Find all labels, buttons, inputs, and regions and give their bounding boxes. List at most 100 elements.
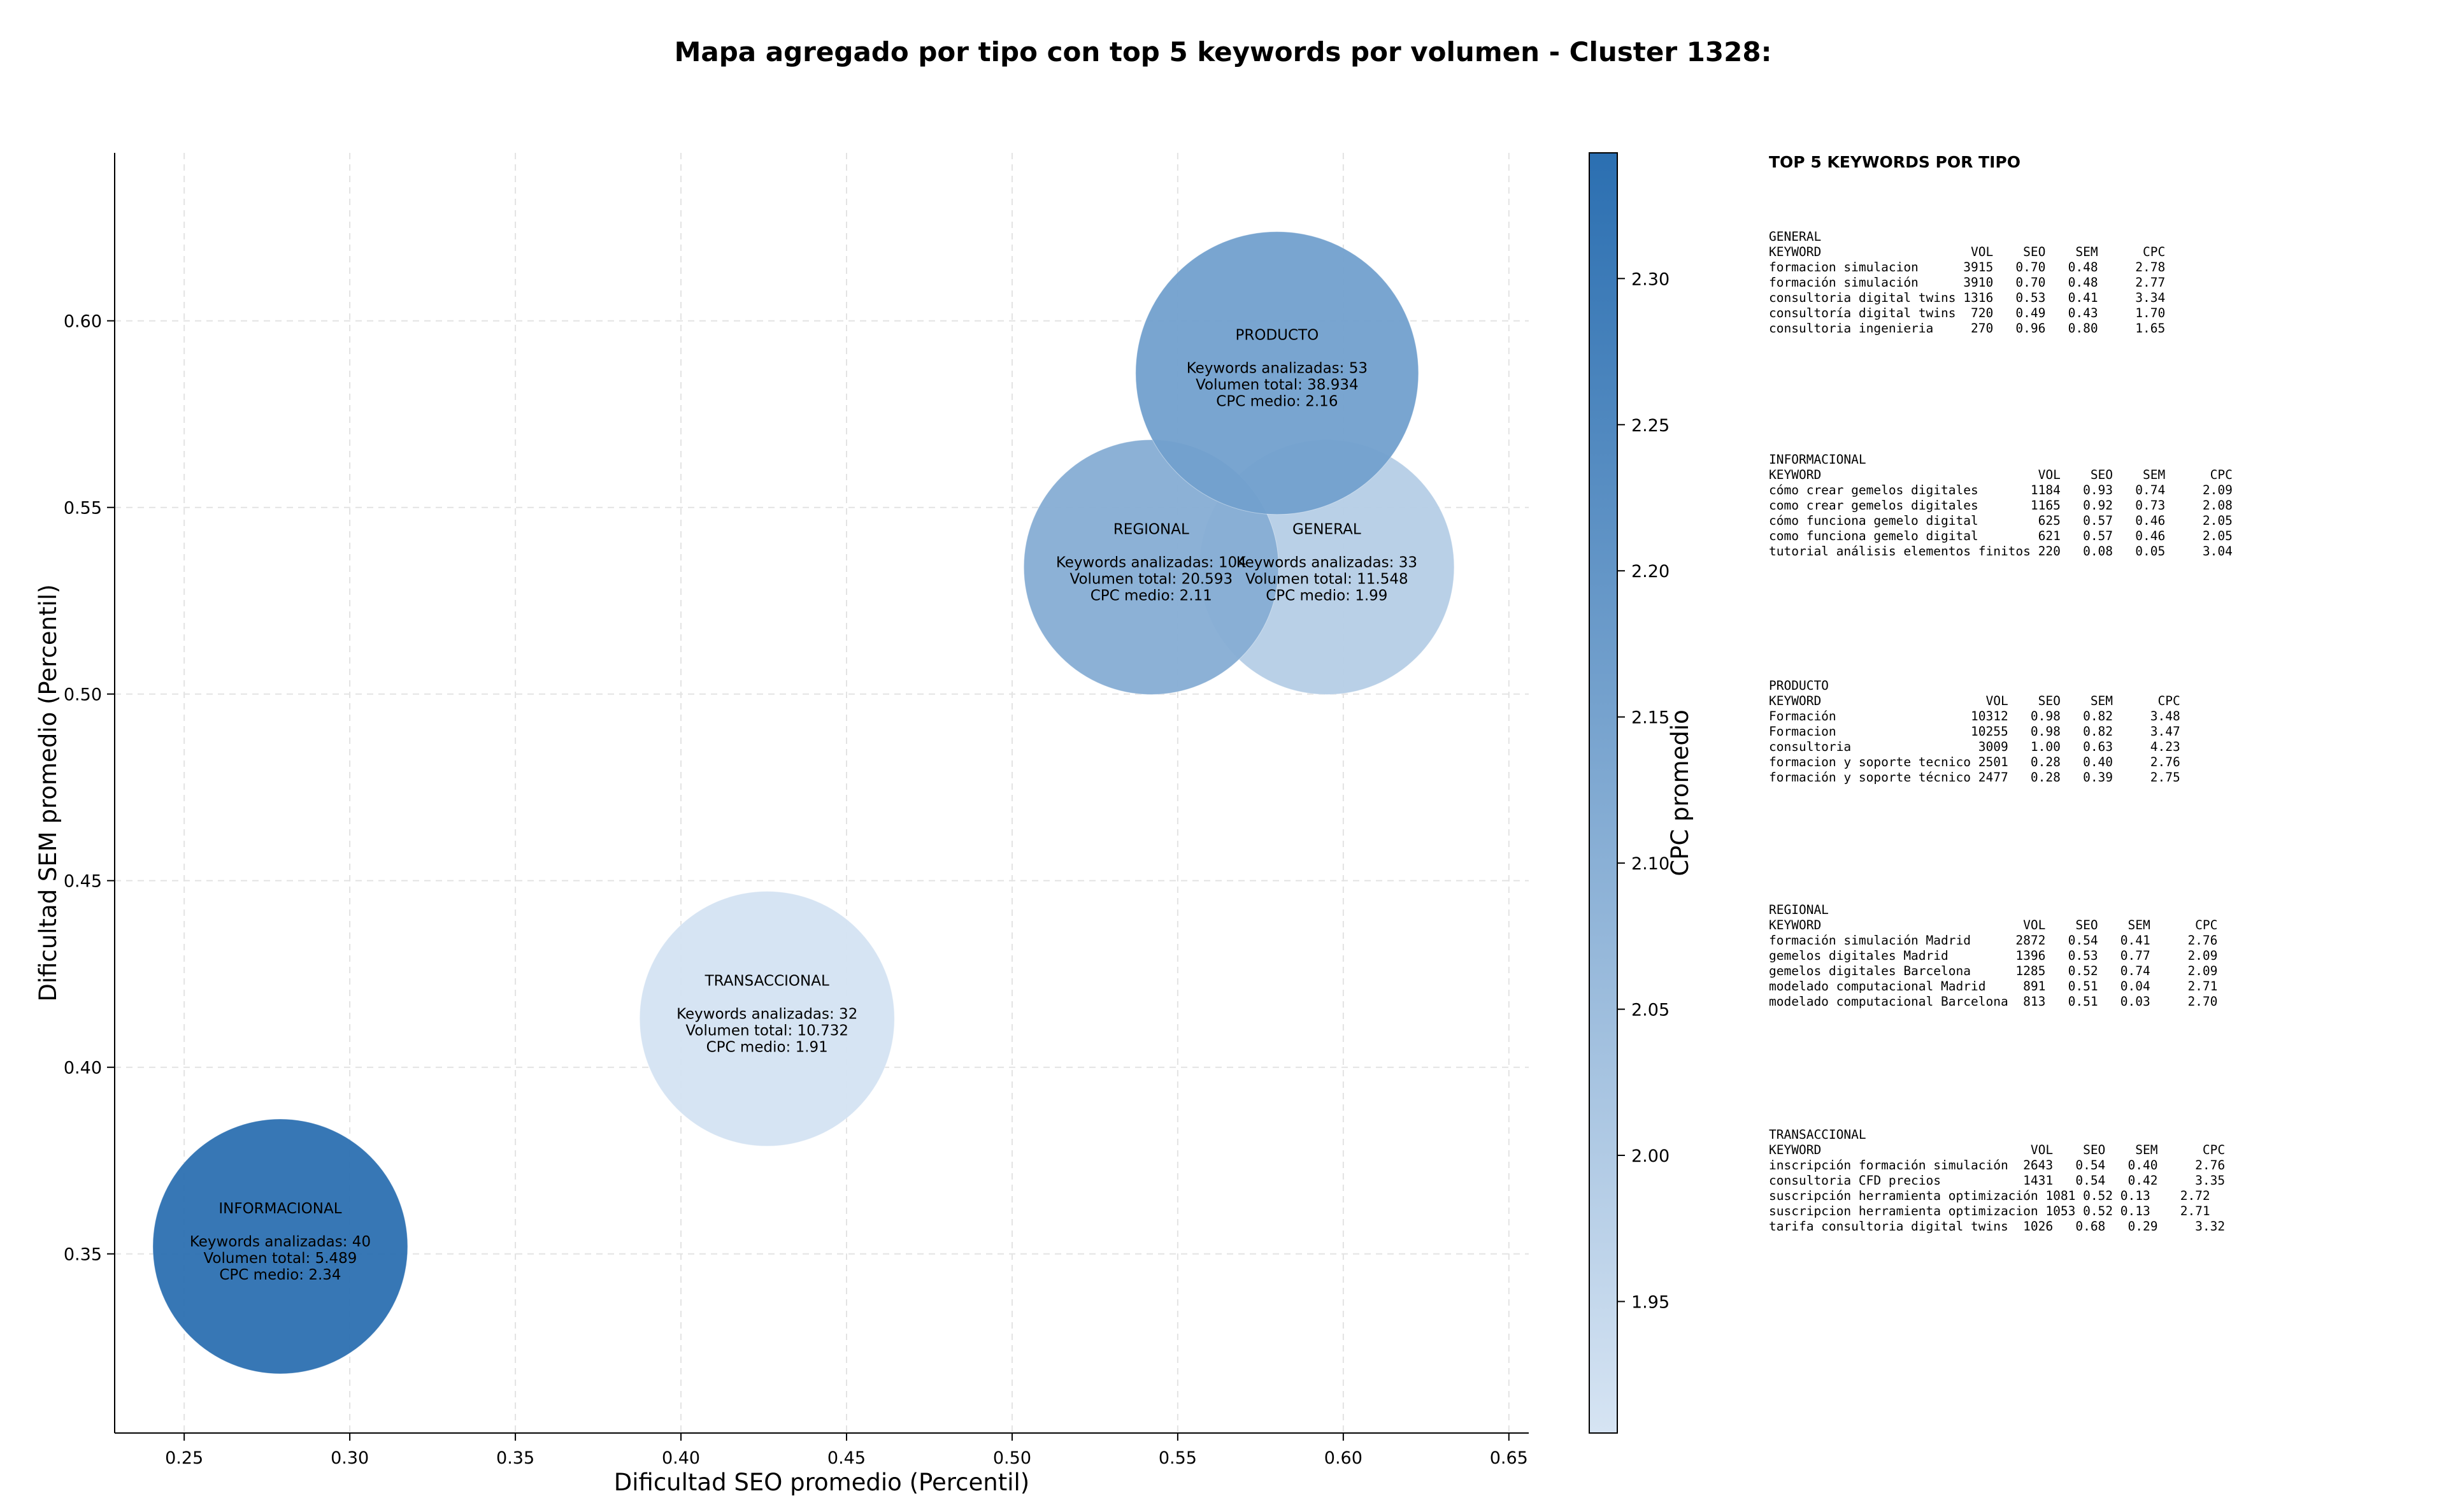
bubble-stat-line: CPC medio: 2.11 bbox=[1091, 587, 1212, 604]
keyword-row: consultoria CFD precios 1431 0.54 0.42 3… bbox=[1769, 1173, 2226, 1188]
keyword-row: formacion simulacion 3915 0.70 0.48 2.78 bbox=[1769, 260, 2166, 275]
keyword-row: formación y soporte técnico 2477 0.28 0.… bbox=[1769, 770, 2180, 785]
keyword-row: cómo funciona gemelo digital 625 0.57 0.… bbox=[1769, 513, 2233, 528]
y-tick-label: 0.40 bbox=[64, 1059, 102, 1078]
x-tick-label: 0.60 bbox=[1324, 1448, 1362, 1468]
x-tick-label: 0.30 bbox=[331, 1448, 369, 1468]
colorbar-tick-label: 1.95 bbox=[1631, 1292, 1670, 1312]
colorbar-tick-label: 2.20 bbox=[1631, 562, 1670, 581]
top-keywords-panel: TOP 5 KEYWORDS POR TIPO GENERAL KEYWORD V… bbox=[1769, 153, 2431, 1274]
keyword-row: tutorial análisis elementos finitos 220 … bbox=[1769, 544, 2233, 559]
y-ticks: 0.35 0.40 0.45 0.50 0.55 0.60 bbox=[64, 312, 115, 1265]
keyword-row: consultoria digital twins 1316 0.53 0.41… bbox=[1769, 290, 2166, 305]
y-tick-label: 0.50 bbox=[64, 685, 102, 705]
keyword-block: TRANSACCIONAL KEYWORD VOL SEO SEM CPC insc… bbox=[1769, 1127, 2225, 1234]
keyword-block-heading: GENERAL bbox=[1769, 229, 1822, 244]
keyword-row: consultoría digital twins 720 0.49 0.43 … bbox=[1769, 306, 2166, 320]
keyword-row: consultoria 3009 1.00 0.63 4.23 bbox=[1769, 739, 2180, 754]
colorbar-tick-label: 2.30 bbox=[1631, 269, 1670, 289]
y-tick-label: 0.60 bbox=[64, 312, 102, 332]
bubble-stat-line: CPC medio: 1.91 bbox=[706, 1039, 828, 1056]
keyword-row: como funciona gemelo digital 621 0.57 0.… bbox=[1769, 529, 2233, 543]
keyword-block: PRODUCTO KEYWORD VOL SEO SEM CPC Formación… bbox=[1769, 678, 2180, 785]
bubble-stat-line: CPC medio: 1.99 bbox=[1266, 587, 1387, 604]
bubble-label-transaccional: TRANSACCIONAL Keywords analizadas: 32Volu… bbox=[676, 973, 857, 1056]
x-tick-label: 0.25 bbox=[165, 1448, 203, 1468]
x-ticks: 0.25 0.30 0.35 0.40 0.45 0.50 0.55 0.60 0.65 bbox=[165, 1433, 1528, 1468]
bubble-type-label: TRANSACCIONAL bbox=[704, 973, 829, 990]
bubble-type-label: PRODUCTO bbox=[1236, 327, 1319, 344]
colorbar-tick-label: 2.25 bbox=[1631, 416, 1670, 436]
bubble-type-label: REGIONAL bbox=[1113, 521, 1189, 538]
keyword-row: gemelos digitales Barcelona 1285 0.52 0.… bbox=[1769, 964, 2218, 978]
bubble-stat-line: Volumen total: 5.489 bbox=[203, 1250, 357, 1267]
keyword-block-heading: INFORMACIONAL bbox=[1769, 452, 1866, 467]
keyword-table-header: KEYWORD VOL SEO SEM CPC bbox=[1769, 694, 2180, 708]
keyword-row: gemelos digitales Madrid 1396 0.53 0.77 … bbox=[1769, 948, 2218, 963]
keyword-row: modelado computacional Madrid 891 0.51 0… bbox=[1769, 979, 2218, 994]
bubble-producto bbox=[1135, 231, 1419, 515]
bubble-label-informacional: INFORMACIONAL Keywords analizadas: 40Volu… bbox=[190, 1201, 371, 1283]
bubble-type-label: INFORMACIONAL bbox=[218, 1201, 341, 1217]
chart-title: Mapa agregado por tipo con top 5 keyword… bbox=[675, 36, 1772, 68]
keyword-row: formación simulación 3910 0.70 0.48 2.77 bbox=[1769, 275, 2166, 290]
keyword-row: formacion y soporte tecnico 2501 0.28 0.… bbox=[1769, 755, 2180, 769]
bubble-stat-line: Keywords analizadas: 104 bbox=[1056, 554, 1247, 571]
colorbar-tick-label: 2.05 bbox=[1631, 1001, 1670, 1020]
panel-title: TOP 5 KEYWORDS POR TIPO bbox=[1769, 153, 2020, 171]
keyword-table-header: KEYWORD VOL SEO SEM CPC bbox=[1769, 918, 2218, 932]
keyword-block-heading: TRANSACCIONAL bbox=[1769, 1127, 1866, 1142]
x-tick-label: 0.40 bbox=[662, 1448, 700, 1468]
colorbar-tick-label: 2.00 bbox=[1631, 1146, 1670, 1166]
keyword-row: como crear gemelos digitales 1165 0.92 0… bbox=[1769, 498, 2233, 513]
x-tick-label: 0.45 bbox=[827, 1448, 866, 1468]
bubbles bbox=[152, 231, 1455, 1374]
x-tick-label: 0.65 bbox=[1490, 1448, 1528, 1468]
bubble-label-regional: REGIONAL Keywords analizadas: 104Volumen … bbox=[1056, 521, 1247, 604]
colorbar-ticks: 1.95 2.00 2.05 2.10 2.15 2.20 2.25 2.30 bbox=[1617, 269, 1670, 1312]
colorbar bbox=[1589, 152, 1618, 1434]
bubble-type-label: GENERAL bbox=[1292, 521, 1361, 538]
keyword-block: GENERAL KEYWORD VOL SEO SEM CPC formacion … bbox=[1769, 229, 2165, 336]
keyword-table-header: KEYWORD VOL SEO SEM CPC bbox=[1769, 245, 2166, 259]
x-tick-label: 0.35 bbox=[496, 1448, 534, 1468]
keyword-block: REGIONAL KEYWORD VOL SEO SEM CPC formación… bbox=[1769, 902, 2217, 1009]
keyword-row: formación simulación Madrid 2872 0.54 0.… bbox=[1769, 933, 2218, 948]
colorbar-tick-label: 2.15 bbox=[1631, 708, 1670, 728]
keyword-table-header: KEYWORD VOL SEO SEM CPC bbox=[1769, 1143, 2226, 1157]
bubble-stat-line: Volumen total: 38.934 bbox=[1196, 377, 1359, 394]
keyword-row: suscripcion herramienta optimizacion 105… bbox=[1769, 1204, 2210, 1218]
colorbar-tick-label: 2.10 bbox=[1631, 854, 1670, 874]
keyword-row: Formación 10312 0.98 0.82 3.48 bbox=[1769, 709, 2180, 724]
bubble-informacional bbox=[152, 1118, 408, 1374]
x-tick-label: 0.50 bbox=[993, 1448, 1031, 1468]
bubble-stat-line: Volumen total: 11.548 bbox=[1245, 571, 1408, 587]
x-tick-label: 0.55 bbox=[1159, 1448, 1197, 1468]
keyword-table-header: KEYWORD VOL SEO SEM CPC bbox=[1769, 467, 2233, 482]
bubble-stat-line: Volumen total: 20.593 bbox=[1070, 571, 1233, 587]
y-tick-label: 0.55 bbox=[64, 499, 102, 518]
keyword-row: inscripción formación simulación 2643 0.… bbox=[1769, 1158, 2226, 1173]
keyword-row: cómo crear gemelos digitales 1184 0.93 0… bbox=[1769, 483, 2233, 497]
keyword-row: tarifa consultoria digital twins 1026 0.… bbox=[1769, 1219, 2226, 1234]
bubble-transaccional bbox=[639, 891, 895, 1147]
y-tick-label: 0.35 bbox=[64, 1245, 102, 1265]
keyword-block-heading: PRODUCTO bbox=[1769, 678, 1829, 693]
colorbar-label: CPC promedio bbox=[1666, 710, 1694, 876]
bubble-stat-line: Keywords analizadas: 40 bbox=[190, 1234, 371, 1250]
bubble-stat-line: Keywords analizadas: 33 bbox=[1236, 554, 1417, 571]
y-tick-label: 0.45 bbox=[64, 872, 102, 892]
bubble-stat-line: Keywords analizadas: 53 bbox=[1187, 360, 1368, 377]
bubble-stat-line: CPC medio: 2.16 bbox=[1216, 394, 1338, 410]
bubble-stat-line: CPC medio: 2.34 bbox=[219, 1267, 341, 1283]
bubble-stat-line: Volumen total: 10.732 bbox=[685, 1023, 848, 1039]
bubble-stat-line: Keywords analizadas: 32 bbox=[676, 1006, 857, 1023]
bubble-regional bbox=[1023, 439, 1279, 695]
keyword-row: Formacion 10255 0.98 0.82 3.47 bbox=[1769, 724, 2180, 739]
keyword-block-heading: REGIONAL bbox=[1769, 902, 1829, 917]
y-axis-label: Dificultad SEM promedio (Percentil) bbox=[34, 584, 62, 1001]
